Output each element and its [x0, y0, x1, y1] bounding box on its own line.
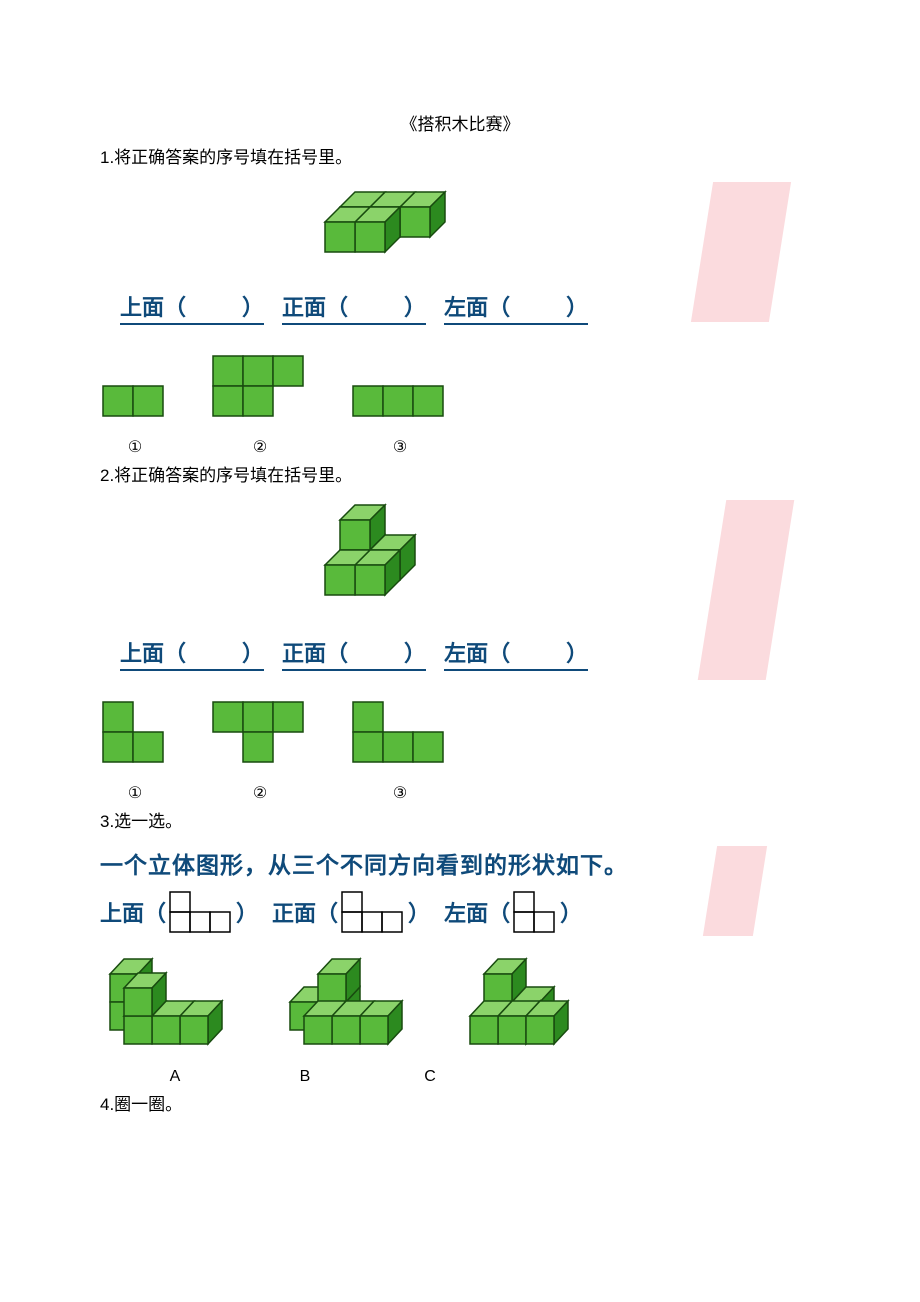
- q1-opt-labels: ① ② ③: [100, 437, 820, 457]
- q3-text: 3.选一选。: [100, 807, 820, 832]
- q1-blanks: 上面（） 正面（） 左面（）: [120, 290, 820, 325]
- doc-title: 《搭积木比赛》: [100, 110, 820, 135]
- q1-opt1: [100, 383, 170, 419]
- q2-text: 2.将正确答案的序号填在括号里。: [100, 461, 820, 486]
- q1-blank-left[interactable]: 左面（）: [444, 290, 588, 325]
- q3-blank-left[interactable]: 左面（ ）: [444, 890, 582, 934]
- q2-opt3: [350, 699, 450, 765]
- q2-blanks: 上面（） 正面（） 左面（）: [120, 636, 820, 671]
- q3-panel: 一个立体图形，从三个不同方向看到的形状如下。 上面（ ） 正面（: [100, 846, 820, 934]
- q3-optA: [100, 954, 250, 1054]
- q1-options: [100, 353, 820, 419]
- q1-blank-front[interactable]: 正面（）: [282, 290, 426, 325]
- q2-opt1: [100, 699, 170, 765]
- q3-blank-top[interactable]: 上面（ ）: [100, 890, 258, 934]
- q2-options: [100, 699, 820, 765]
- q3-blank-front[interactable]: 正面（ ）: [272, 890, 430, 934]
- q2-blank-front[interactable]: 正面（）: [282, 636, 426, 671]
- q1-panel: 上面（） 正面（） 左面（）: [100, 182, 820, 325]
- q3-opt-labels: A B C: [100, 1068, 820, 1086]
- q2-blank-left[interactable]: 左面（）: [444, 636, 588, 671]
- q1-text: 1.将正确答案的序号填在括号里。: [100, 143, 820, 168]
- q2-panel: 上面（） 正面（） 左面（）: [100, 500, 820, 671]
- q1-opt2: [210, 353, 310, 419]
- q3-options: [100, 954, 820, 1054]
- q2-opt2: [210, 699, 310, 765]
- q4-text: 4.圈一圈。: [100, 1090, 820, 1115]
- q3-optC: [460, 954, 610, 1054]
- q1-opt3: [350, 383, 450, 419]
- q2-blank-top[interactable]: 上面（）: [120, 636, 264, 671]
- q2-opt-labels: ① ② ③: [100, 783, 820, 803]
- page-root: 《搭积木比赛》 1.将正确答案的序号填在括号里。: [0, 0, 920, 1169]
- q3-optB: [280, 954, 430, 1054]
- q1-blank-top[interactable]: 上面（）: [120, 290, 264, 325]
